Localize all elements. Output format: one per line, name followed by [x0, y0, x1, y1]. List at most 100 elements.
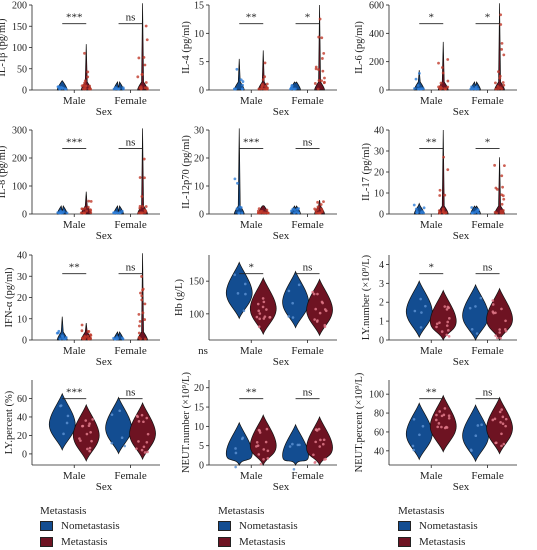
violin-metastasis: [494, 3, 505, 91]
data-point: [438, 211, 441, 215]
panel-9: [29, 380, 160, 468]
data-point: [257, 87, 261, 91]
significance-label: ***: [243, 136, 260, 148]
data-point: [137, 56, 141, 60]
y-tick-label: 150: [189, 277, 204, 288]
data-point: [143, 63, 147, 67]
data-point: [263, 75, 267, 79]
data-point: [88, 87, 92, 90]
significance-label: ns: [303, 262, 313, 274]
data-point: [441, 210, 445, 214]
panel-2: [386, 3, 517, 93]
data-point: [265, 87, 269, 91]
data-point: [88, 84, 92, 88]
data-point: [320, 36, 324, 40]
data-point: [83, 79, 87, 83]
significance-label: *: [305, 12, 311, 24]
data-point: [440, 66, 444, 69]
data-point: [499, 420, 502, 424]
data-point: [504, 424, 507, 428]
x-tick-label: Male: [63, 345, 86, 357]
data-point: [502, 197, 506, 201]
data-point: [262, 87, 266, 91]
data-point: [314, 65, 318, 69]
data-point: [291, 442, 294, 446]
data-point: [501, 81, 505, 84]
data-point: [140, 72, 144, 76]
data-point: [117, 87, 121, 91]
data-point: [89, 211, 93, 214]
data-point: [411, 444, 415, 448]
data-point: [323, 80, 326, 84]
data-point: [142, 420, 145, 424]
violin-nometastasis: [462, 283, 489, 341]
data-point: [143, 337, 147, 341]
data-point: [446, 79, 450, 83]
data-point: [291, 301, 294, 305]
data-point: [319, 438, 322, 442]
violin-nometastasis: [405, 280, 433, 339]
data-point: [257, 453, 261, 456]
data-point: [501, 208, 505, 212]
legend-item-nometastasis: Nometastasis: [40, 518, 200, 534]
significance-label: *: [428, 12, 434, 24]
significance-label: ns: [126, 262, 136, 274]
data-point: [140, 294, 144, 298]
data-point: [318, 211, 322, 215]
data-point: [85, 209, 88, 213]
data-point: [444, 87, 447, 91]
legend-title: Metastasis: [398, 505, 445, 517]
data-point: [446, 168, 450, 172]
data-point: [317, 79, 321, 82]
y-tick-label: 2: [379, 298, 384, 309]
violin-metastasis: [314, 4, 325, 91]
data-point: [57, 329, 61, 333]
data-point: [418, 433, 421, 437]
data-point: [138, 176, 142, 179]
data-point: [501, 415, 505, 419]
data-point: [66, 414, 70, 418]
y-axis-label: IL-17 (pg/ml): [361, 142, 372, 201]
legend-label: Metastasis: [239, 536, 286, 548]
data-point: [503, 328, 507, 331]
data-point: [145, 38, 149, 42]
data-point: [257, 207, 261, 211]
data-point: [59, 404, 63, 407]
data-point: [146, 432, 150, 436]
data-point: [261, 305, 265, 309]
data-point: [265, 308, 268, 311]
data-point: [258, 317, 261, 321]
data-point: [287, 289, 291, 293]
x-tick-label: Female: [114, 345, 146, 357]
x-axis-label: Sex: [453, 230, 470, 242]
legend-swatch-metastasis: [398, 537, 411, 547]
data-point: [84, 419, 88, 422]
y-tick-label: 5: [199, 441, 204, 452]
data-point: [317, 427, 321, 431]
data-point: [443, 407, 447, 410]
data-point: [491, 303, 495, 306]
legend-title: Metastasis: [218, 505, 265, 517]
y-tick-label: 20: [194, 154, 204, 165]
y-tick-label: 50: [17, 64, 27, 75]
data-point: [419, 297, 422, 301]
data-point: [437, 422, 441, 425]
violin-metastasis: [486, 396, 513, 455]
panel-8: [386, 255, 517, 343]
x-tick-label: Male: [420, 345, 443, 357]
data-point: [502, 164, 506, 168]
data-point: [496, 336, 499, 340]
data-point: [266, 457, 270, 460]
data-point: [85, 432, 89, 436]
data-point: [262, 300, 266, 304]
x-axis-label: Sex: [273, 481, 290, 493]
data-point: [470, 206, 474, 209]
y-tick-label: 150: [12, 22, 27, 33]
data-point: [497, 87, 500, 91]
data-point: [500, 408, 503, 411]
data-point: [239, 206, 243, 209]
data-point: [80, 84, 84, 88]
data-point: [315, 320, 319, 323]
data-point: [323, 323, 327, 327]
data-point: [236, 181, 239, 185]
